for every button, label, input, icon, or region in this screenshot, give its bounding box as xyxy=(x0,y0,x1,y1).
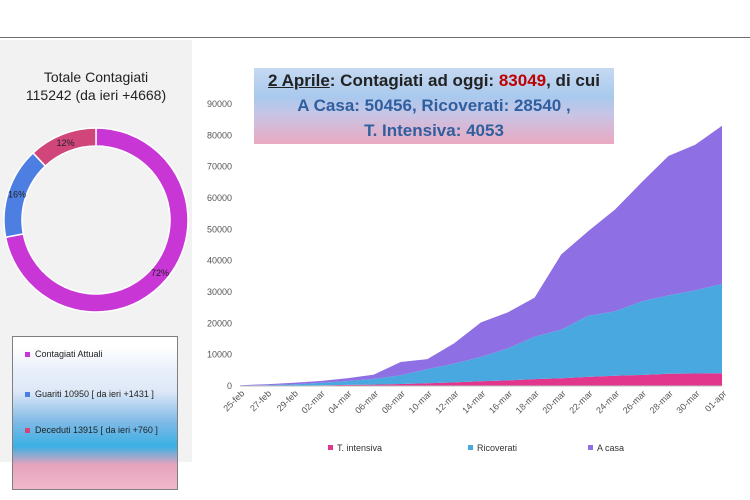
summary-panel: Totale Contagiati 115242 (da ieri +4668)… xyxy=(0,40,192,490)
headline-total: 83049 xyxy=(498,71,547,90)
x-tick-label: 27-feb xyxy=(248,388,273,413)
y-tick-label: 40000 xyxy=(207,256,232,266)
legend-label-deceased: Deceduti 13915 [ da ieri +760 ] xyxy=(35,425,158,435)
donut-slice xyxy=(4,127,189,313)
area-series xyxy=(240,373,722,386)
headline-line3: T. Intensiva: 4053 xyxy=(364,121,504,140)
headline-text1: : Contagiati ad oggi: xyxy=(329,71,499,90)
headline-line2: A Casa: 50456, Ricoverati: 28540 , xyxy=(297,96,571,115)
area-series xyxy=(240,283,722,386)
donut-slice xyxy=(31,127,97,168)
x-tick-label: 01-apr xyxy=(703,388,728,413)
chart-legend-label: A casa xyxy=(597,443,624,453)
x-tick-label: 02-mar xyxy=(300,388,327,415)
legend-label-active: Contagiati Attuali xyxy=(35,349,103,359)
donut-slice-label: 12% xyxy=(56,138,74,148)
legend-item-active: Contagiati Attuali xyxy=(25,349,103,359)
total-title-line1: Totale Contagiati xyxy=(43,69,149,85)
headline-box: 2 Aprile: Contagiati ad oggi: 83049, di … xyxy=(254,68,614,144)
legend-item-deceased: Deceduti 13915 [ da ieri +760 ] xyxy=(25,425,158,435)
legend-label-recovered: Guariti 10950 [ da ieri +1431 ] xyxy=(35,389,154,399)
chart-panel: 0 10000 20000 30000 40000 50000 60000 70000 8000… xyxy=(196,40,750,462)
x-tick-label: 24-mar xyxy=(594,388,621,415)
x-tick-label: 16-mar xyxy=(487,388,514,415)
y-tick-label: 50000 xyxy=(207,224,232,234)
stacked-area-chart: 0 10000 20000 30000 40000 50000 60000 70000 8000… xyxy=(207,99,728,453)
x-tick-label: 28-mar xyxy=(648,388,675,415)
x-tick-label: 18-mar xyxy=(514,388,541,415)
total-title-line2: 115242 (da ieri +4668) xyxy=(25,87,167,103)
x-tick-label: 30-mar xyxy=(674,388,701,415)
y-tick-label: 10000 xyxy=(207,350,232,360)
x-tick-label: 29-feb xyxy=(275,388,300,413)
y-tick-label: 80000 xyxy=(207,130,232,140)
y-tick-label: 70000 xyxy=(207,162,232,172)
x-tick-label: 25-feb xyxy=(221,388,246,413)
x-tick-label: 08-mar xyxy=(380,388,407,415)
y-tick-label: 60000 xyxy=(207,193,232,203)
legend-swatch-active xyxy=(25,351,30,357)
x-tick-label: 14-mar xyxy=(460,388,487,415)
headline-line1: 2 Aprile: Contagiati ad oggi: 83049, di … xyxy=(254,68,614,93)
donut-slice-label: 72% xyxy=(151,268,169,278)
chart-legend-swatch xyxy=(328,445,333,450)
top-rule xyxy=(0,37,750,38)
chart-legend-label: Ricoverati xyxy=(477,443,517,453)
x-tick-label: 22-mar xyxy=(567,388,594,415)
donut-slice-label: 16% xyxy=(8,189,26,199)
donut-chart: 72% 16% 12% xyxy=(3,127,189,313)
x-tick-label: 06-mar xyxy=(353,388,380,415)
y-tick-label: 20000 xyxy=(207,318,232,328)
x-tick-label: 04-mar xyxy=(326,388,353,415)
chart-legend-swatch xyxy=(468,445,473,450)
donut-legend: Contagiati Attuali Guariti 10950 [ da ie… xyxy=(12,336,178,490)
headline-date: 2 Aprile xyxy=(268,71,330,90)
chart-legend-swatch xyxy=(588,445,593,450)
y-tick-label: 90000 xyxy=(207,99,232,109)
legend-swatch-deceased xyxy=(25,427,30,433)
y-tick-label: 0 xyxy=(227,381,232,391)
headline-text2: , di cui xyxy=(546,71,600,90)
y-tick-label: 30000 xyxy=(207,287,232,297)
legend-swatch-recovered xyxy=(25,391,30,397)
area-series xyxy=(240,125,722,386)
x-tick-label: 10-mar xyxy=(407,388,434,415)
total-infected-title: Totale Contagiati 115242 (da ieri +4668) xyxy=(0,68,192,104)
x-tick-label: 20-mar xyxy=(541,388,568,415)
x-tick-label: 26-mar xyxy=(621,388,648,415)
chart-legend-label: T. intensiva xyxy=(337,443,382,453)
x-tick-label: 12-mar xyxy=(433,388,460,415)
legend-item-recovered: Guariti 10950 [ da ieri +1431 ] xyxy=(25,389,154,399)
